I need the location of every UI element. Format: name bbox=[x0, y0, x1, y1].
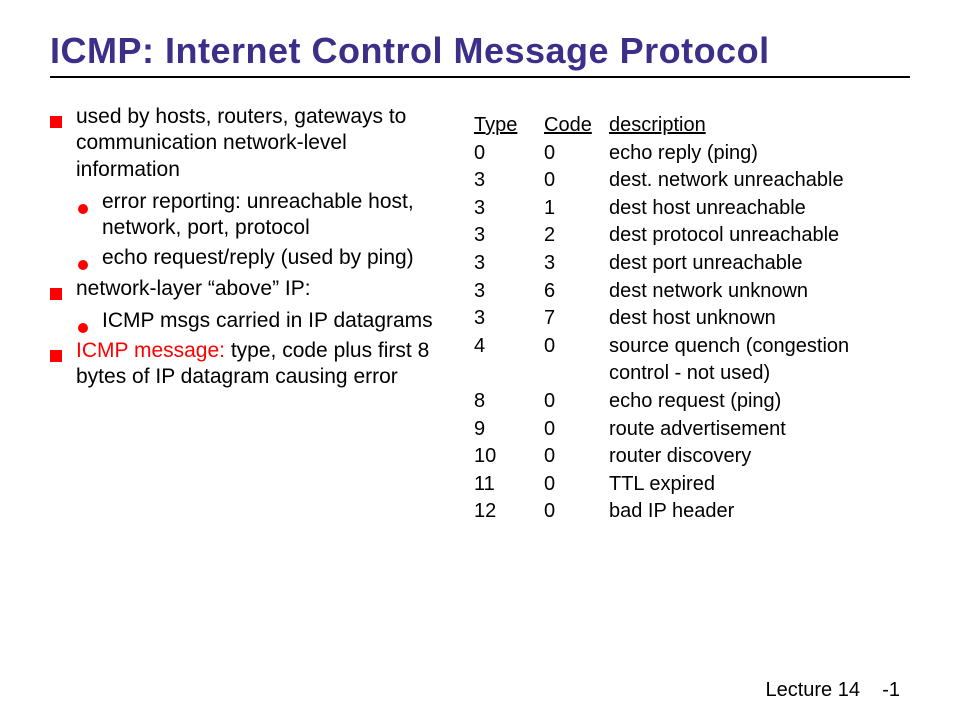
table-row: 120bad IP header bbox=[474, 498, 910, 526]
square-bullet-icon bbox=[50, 281, 76, 307]
bullet-text: used by hosts, routers, gateways to comm… bbox=[76, 104, 450, 183]
bullet-level2: echo request/reply (used by ping) bbox=[78, 245, 450, 271]
header-type: Type bbox=[474, 112, 544, 140]
cell-type: 9 bbox=[474, 416, 544, 444]
bullet-level2: ICMP msgs carried in IP datagrams bbox=[78, 308, 450, 334]
table-row: 32dest protocol unreachable bbox=[474, 222, 910, 250]
header-description: description bbox=[609, 112, 910, 140]
footer-page: -1 bbox=[882, 679, 900, 701]
bullet-text: error reporting: unreachable host, netwo… bbox=[102, 189, 450, 242]
bullet-text: network-layer “above” IP: bbox=[76, 276, 311, 302]
square-bullet-icon bbox=[50, 343, 76, 396]
table-row: 100router discovery bbox=[474, 443, 910, 471]
cell-code: 0 bbox=[544, 471, 609, 499]
table-row: 36dest network unknown bbox=[474, 278, 910, 306]
cell-code: 0 bbox=[544, 333, 609, 361]
cell-description: dest network unknown bbox=[609, 278, 910, 306]
cell-code: 0 bbox=[544, 416, 609, 444]
slide-footer: Lecture 14 -1 bbox=[765, 679, 900, 702]
cell-description: dest port unreachable bbox=[609, 250, 910, 278]
bullet-text: ICMP msgs carried in IP datagrams bbox=[102, 308, 433, 334]
cell-description: bad IP header bbox=[609, 498, 910, 526]
cell-code: 0 bbox=[544, 443, 609, 471]
cell-type: 0 bbox=[474, 140, 544, 168]
table-row: 33dest port unreachable bbox=[474, 250, 910, 278]
cell-code: 7 bbox=[544, 305, 609, 333]
table-row: 110TTL expired bbox=[474, 471, 910, 499]
cell-code: 1 bbox=[544, 195, 609, 223]
cell-type: 4 bbox=[474, 333, 544, 361]
table-row: 80echo request (ping) bbox=[474, 388, 910, 416]
cell-type: 10 bbox=[474, 443, 544, 471]
cell-description: echo reply (ping) bbox=[609, 140, 910, 168]
cell-code: 0 bbox=[544, 140, 609, 168]
table-row: 30dest. network unreachable bbox=[474, 167, 910, 195]
bullet-level1: used by hosts, routers, gateways to comm… bbox=[50, 104, 450, 183]
cell-description-continuation: control - not used) bbox=[474, 360, 910, 388]
dot-bullet-icon bbox=[78, 195, 102, 248]
left-column: used by hosts, routers, gateways to comm… bbox=[50, 104, 450, 526]
cell-type: 3 bbox=[474, 305, 544, 333]
table-row: 90route advertisement bbox=[474, 416, 910, 444]
cell-code: 0 bbox=[544, 388, 609, 416]
table-row: 00echo reply (ping) bbox=[474, 140, 910, 168]
table-row: 40source quench (congestion bbox=[474, 333, 910, 361]
dot-bullet-icon bbox=[78, 314, 102, 340]
cell-type: 3 bbox=[474, 167, 544, 195]
cell-description: dest protocol unreachable bbox=[609, 222, 910, 250]
cell-type: 8 bbox=[474, 388, 544, 416]
bullet-text: echo request/reply (used by ping) bbox=[102, 245, 414, 271]
cell-description: echo request (ping) bbox=[609, 388, 910, 416]
cell-description: dest. network unreachable bbox=[609, 167, 910, 195]
cell-description: dest host unknown bbox=[609, 305, 910, 333]
cell-description: source quench (congestion bbox=[609, 333, 910, 361]
header-code: Code bbox=[544, 112, 609, 140]
table-row: 37dest host unknown bbox=[474, 305, 910, 333]
two-column-layout: used by hosts, routers, gateways to comm… bbox=[50, 104, 910, 526]
cell-type: 12 bbox=[474, 498, 544, 526]
cell-description: route advertisement bbox=[609, 416, 910, 444]
cell-code: 3 bbox=[544, 250, 609, 278]
bullet-level1: network-layer “above” IP: bbox=[50, 276, 450, 302]
cell-type: 11 bbox=[474, 471, 544, 499]
title-rule bbox=[50, 76, 910, 78]
footer-label: Lecture 14 bbox=[765, 679, 860, 701]
cell-type: 3 bbox=[474, 195, 544, 223]
dot-bullet-icon bbox=[78, 251, 102, 277]
slide-title: ICMP: Internet Control Message Protocol bbox=[50, 30, 910, 72]
table-header-row: Type Code description bbox=[474, 112, 910, 140]
table-body: 00echo reply (ping)30dest. network unrea… bbox=[474, 140, 910, 526]
bullet-level2: error reporting: unreachable host, netwo… bbox=[78, 189, 450, 242]
bullet-level1: ICMP message: type, code plus first 8 by… bbox=[50, 338, 450, 391]
cell-code: 2 bbox=[544, 222, 609, 250]
bullet-text: ICMP message: type, code plus first 8 by… bbox=[76, 338, 450, 391]
cell-code: 0 bbox=[544, 498, 609, 526]
cell-type: 3 bbox=[474, 278, 544, 306]
cell-code: 0 bbox=[544, 167, 609, 195]
square-bullet-icon bbox=[50, 109, 76, 188]
cell-type: 3 bbox=[474, 222, 544, 250]
cell-description: router discovery bbox=[609, 443, 910, 471]
slide: ICMP: Internet Control Message Protocol … bbox=[0, 0, 960, 720]
cell-description: dest host unreachable bbox=[609, 195, 910, 223]
cell-code: 6 bbox=[544, 278, 609, 306]
table-row: 31dest host unreachable bbox=[474, 195, 910, 223]
right-column: Type Code description 00echo reply (ping… bbox=[474, 104, 910, 526]
bullet-emphasis: ICMP message: bbox=[76, 339, 225, 362]
cell-type: 3 bbox=[474, 250, 544, 278]
cell-description: TTL expired bbox=[609, 471, 910, 499]
